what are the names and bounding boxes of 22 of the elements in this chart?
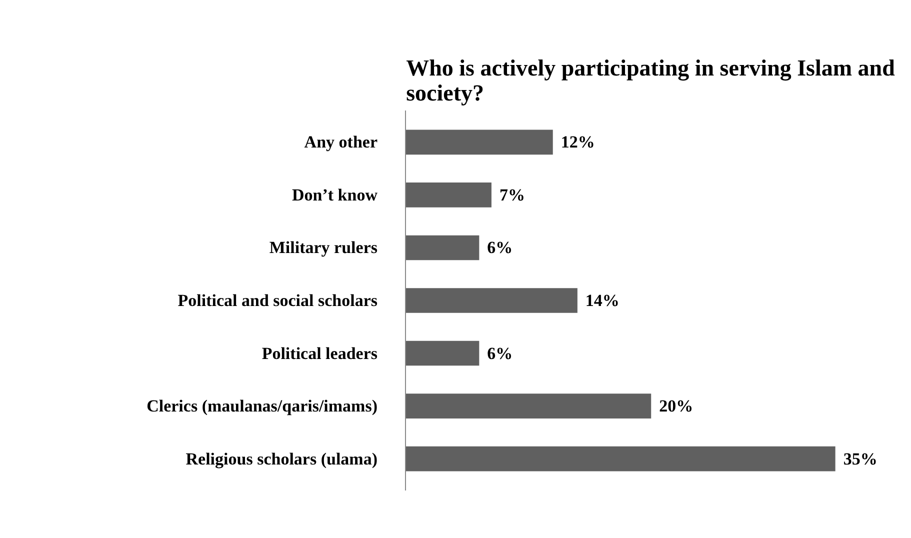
bar <box>406 394 652 418</box>
y-tick-label: Military rulers <box>269 238 378 258</box>
data-label: 12% <box>560 132 595 152</box>
data-label: 7% <box>499 185 525 204</box>
chart-title: Who is actively participating in serving Islam and society? <box>406 56 896 106</box>
data-label: 20% <box>659 396 694 416</box>
bar <box>406 235 480 260</box>
data-label: 6% <box>487 238 513 258</box>
y-tick-label: Don’t know <box>292 185 378 204</box>
y-tick-label: Any other <box>304 132 378 152</box>
y-tick-label: Religious scholars (ulama) <box>186 449 378 468</box>
data-label: 6% <box>487 344 513 363</box>
y-tick-label: Political leaders <box>262 344 378 363</box>
bar <box>406 446 836 472</box>
bar <box>406 130 553 155</box>
data-label: 35% <box>843 449 878 468</box>
bar <box>406 182 492 208</box>
bar <box>406 340 480 366</box>
y-tick-label: Clerics (maulanas/qaris/imams) <box>146 396 378 416</box>
data-label: 14% <box>585 291 620 310</box>
y-tick-label: Political and social scholars <box>178 291 378 310</box>
bar <box>406 288 578 313</box>
